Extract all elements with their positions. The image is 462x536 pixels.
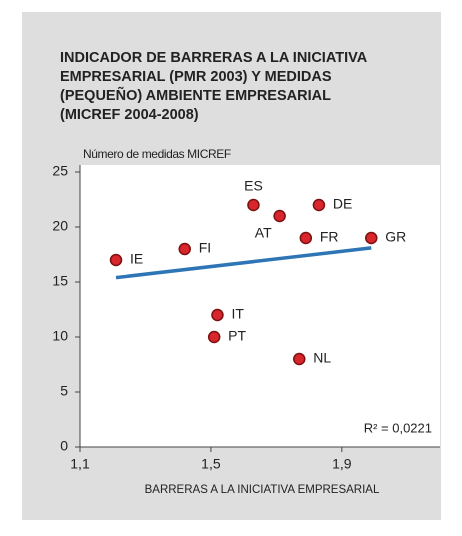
y-tick-label: 25	[52, 163, 68, 179]
point	[207, 330, 221, 344]
plot-area	[80, 165, 440, 447]
annotation: R² = 0,0221	[364, 420, 432, 435]
point-label: DE	[333, 196, 352, 212]
point-label: GR	[385, 229, 406, 245]
point	[178, 242, 191, 256]
point-label: IE	[130, 251, 143, 267]
point	[273, 209, 286, 223]
title-line: INDICADOR DE BARRERAS A LA INICIATIVA	[60, 50, 368, 66]
point	[293, 352, 306, 366]
point-label: PT	[228, 328, 246, 344]
y-tick-label: 20	[52, 218, 68, 234]
trend-line	[115, 246, 372, 280]
chart-title: INDICADOR DE BARRERAS A LA INICIATIVA EM…	[60, 50, 368, 123]
point	[299, 231, 313, 245]
x-tick-label: 1,5	[201, 456, 221, 472]
y-tick-label: 5	[60, 383, 68, 399]
point-label: IT	[231, 306, 244, 322]
point-label: NL	[313, 350, 331, 366]
point-label: FR	[320, 229, 339, 245]
point	[109, 253, 123, 267]
title-line: (MICREF 2004-2008)	[60, 107, 199, 123]
point	[365, 231, 378, 245]
y-tick-label: 0	[60, 438, 68, 454]
point-label: ES	[244, 178, 263, 194]
point-label: AT	[255, 225, 272, 241]
y-axis-label: Número de medidas MICREF	[83, 147, 231, 161]
x-tick-label: 1,1	[70, 456, 90, 472]
point-label: FI	[199, 240, 211, 256]
point	[312, 198, 326, 212]
title-line: (PEQUEÑO) AMBIENTE EMPRESARIAL	[60, 86, 331, 104]
title-line: EMPRESARIAL (PMR 2003) Y MEDIDAS	[60, 69, 332, 85]
point	[211, 308, 224, 322]
point	[247, 198, 260, 212]
y-tick-label: 10	[52, 328, 68, 344]
x-tick-label: 1,9	[332, 456, 352, 472]
x-axis-label: BARRERAS A LA INICIATIVA EMPRESARIAL	[145, 484, 380, 496]
y-tick-label: 15	[52, 273, 68, 289]
